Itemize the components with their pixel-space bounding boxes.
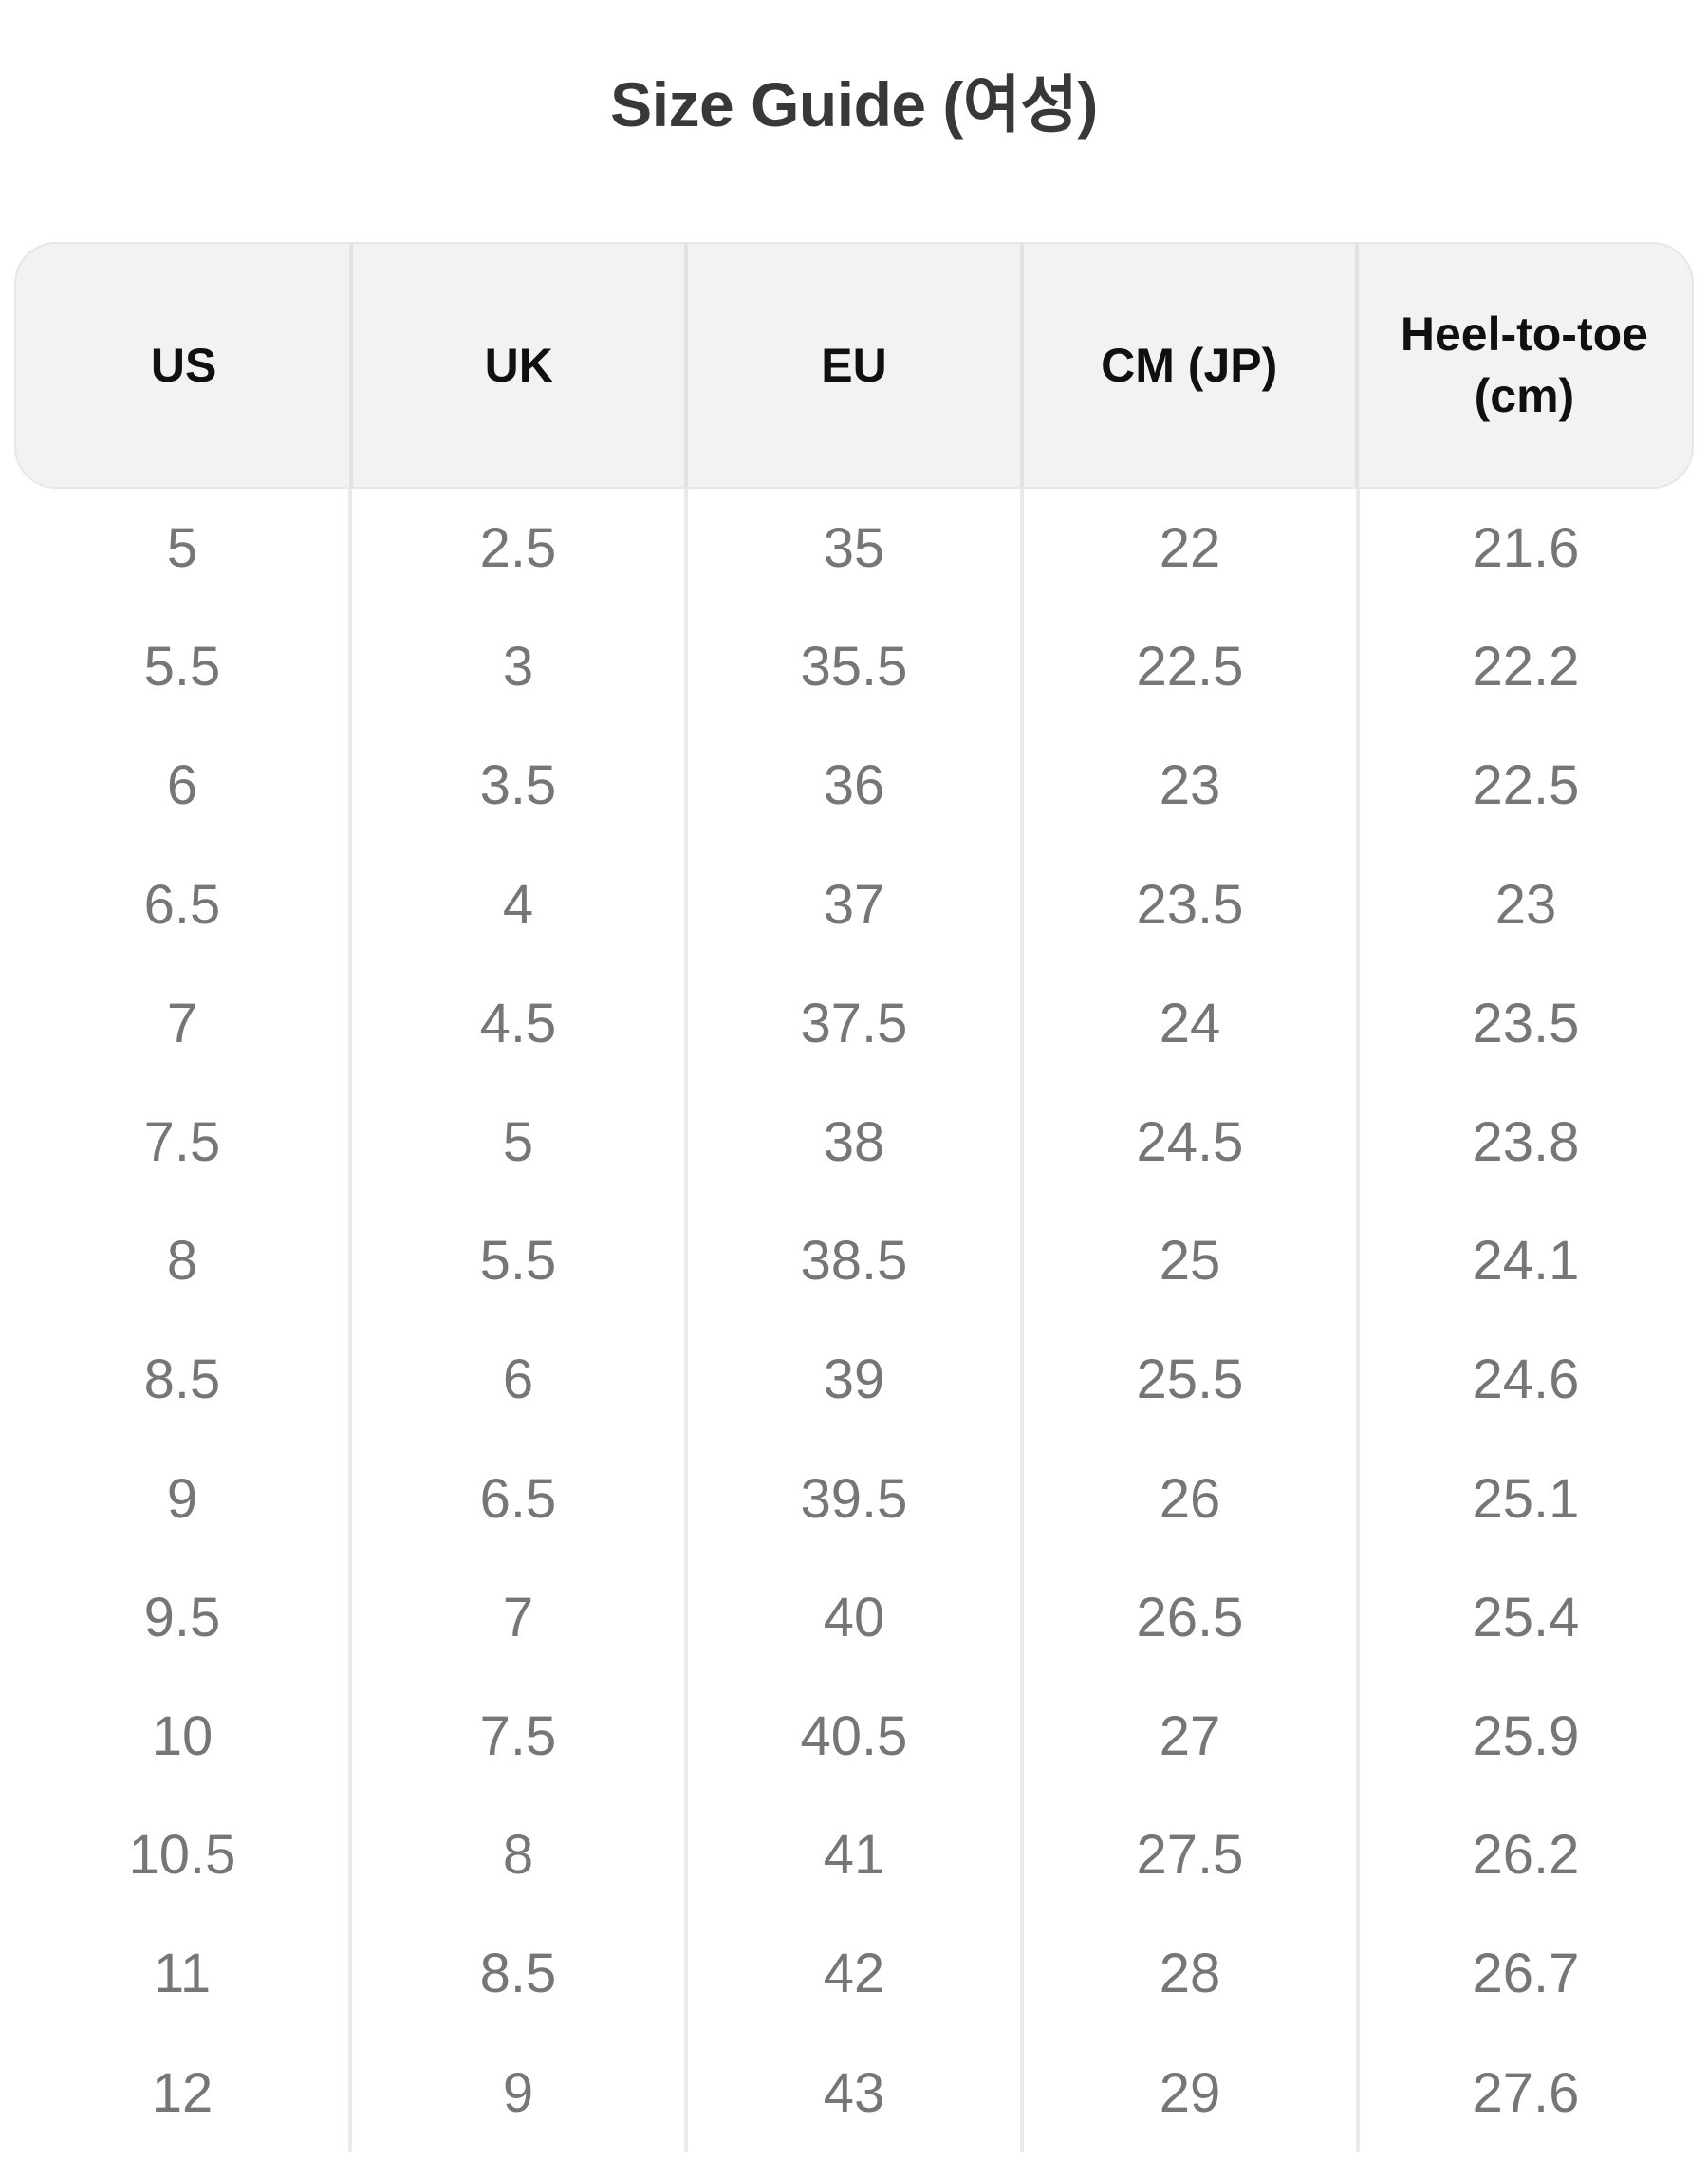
table-cell: 27.6 — [1472, 2061, 1580, 2124]
column-header: EU — [821, 338, 887, 392]
table-cell: 4.5 — [479, 992, 557, 1054]
column-divider — [348, 489, 352, 2152]
table-cell: 27 — [1159, 1704, 1221, 1767]
table-cell: 22.5 — [1472, 754, 1580, 817]
column-header: US — [150, 338, 217, 392]
table-cell: 38.5 — [800, 1230, 908, 1293]
column-header: UK — [484, 338, 553, 392]
column-divider — [1019, 244, 1024, 487]
table-cell: 24.1 — [1472, 1230, 1580, 1293]
column-divider — [684, 244, 689, 487]
table-cell: 24.6 — [1472, 1349, 1580, 1411]
table-cell: 7 — [502, 1586, 534, 1648]
table-cell: 40 — [823, 1586, 885, 1648]
column-divider — [1356, 489, 1360, 2152]
table-cell: 4 — [502, 873, 534, 936]
table-cell: 23.8 — [1472, 1111, 1580, 1174]
table-cell: 37.5 — [800, 992, 908, 1054]
table-cell: 9 — [166, 1467, 198, 1530]
column-divider — [684, 489, 688, 2152]
table-cell: 29 — [1159, 2061, 1221, 2124]
table-header-row: US UK EU CM (JP) Heel-to-toe (cm) — [14, 242, 1694, 489]
table-cell: 26.7 — [1472, 1943, 1580, 2005]
table-body: 5 2.5 35 22 21.6 5.5 3 35.5 22.5 22.2 6 3.5 36 23 22.5… — [14, 489, 1694, 2152]
table-cell: 3 — [502, 636, 534, 698]
table-cell: 8.5 — [143, 1349, 221, 1411]
table-cell: 25.9 — [1472, 1704, 1580, 1767]
table-cell: 24.5 — [1136, 1111, 1244, 1174]
table-cell: 24 — [1159, 992, 1221, 1054]
table-cell: 8 — [502, 1824, 534, 1887]
table-cell: 40.5 — [800, 1704, 908, 1767]
table-cell: 7.5 — [143, 1111, 221, 1174]
table-cell: 41 — [823, 1824, 885, 1887]
table-cell: 22 — [1159, 517, 1221, 580]
table-cell: 28 — [1159, 1943, 1221, 2005]
table-cell: 12 — [151, 2061, 214, 2124]
table-cell: 35 — [823, 517, 885, 580]
table-cell: 26.2 — [1472, 1824, 1580, 1887]
size-guide-table: US UK EU CM (JP) Heel-to-toe (cm) 5 2.5 35 22 21… — [14, 242, 1694, 2152]
table-cell: 25.4 — [1472, 1586, 1580, 1648]
table-cell: 23 — [1494, 873, 1557, 936]
table-cell: 5 — [166, 517, 198, 580]
table-cell: 5.5 — [143, 636, 221, 698]
table-cell: 10 — [151, 1704, 214, 1767]
table-cell: 27.5 — [1136, 1824, 1244, 1887]
table-cell: 35.5 — [800, 636, 908, 698]
table-cell: 37 — [823, 873, 885, 936]
table-cell: 39 — [823, 1349, 885, 1411]
column-divider — [349, 244, 354, 487]
table-cell: 25 — [1159, 1230, 1221, 1293]
table-cell: 26.5 — [1136, 1586, 1244, 1648]
table-cell: 43 — [823, 2061, 885, 2124]
table-cell: 3.5 — [479, 754, 557, 817]
table-cell: 5.5 — [479, 1230, 557, 1293]
table-cell: 38 — [823, 1111, 885, 1174]
column-header: CM (JP) — [1101, 338, 1278, 392]
table-cell: 2.5 — [479, 517, 557, 580]
table-cell: 11 — [153, 1943, 212, 2005]
table-cell: 6.5 — [479, 1467, 557, 1530]
table-cell: 23.5 — [1472, 992, 1580, 1054]
table-cell: 42 — [823, 1943, 885, 2005]
table-cell: 23.5 — [1136, 873, 1244, 936]
table-cell: 25.1 — [1472, 1467, 1580, 1530]
table-cell: 5 — [502, 1111, 534, 1174]
table-cell: 22.5 — [1136, 636, 1244, 698]
table-cell: 7.5 — [479, 1704, 557, 1767]
table-cell: 6 — [502, 1349, 534, 1411]
table-cell: 6 — [166, 754, 198, 817]
column-divider — [1020, 489, 1024, 2152]
table-cell: 7 — [166, 992, 198, 1054]
column-divider — [1354, 244, 1359, 487]
table-cell: 26 — [1159, 1467, 1221, 1530]
table-cell: 36 — [823, 754, 885, 817]
page-title: Size Guide (여성) — [610, 69, 1098, 140]
column-header: Heel-to-toe (cm) — [1400, 307, 1648, 422]
table-cell: 9 — [502, 2061, 534, 2124]
table-cell: 8.5 — [479, 1943, 557, 2005]
table-cell: 22.2 — [1472, 636, 1580, 698]
table-cell: 10.5 — [128, 1824, 236, 1887]
table-cell: 39.5 — [800, 1467, 908, 1530]
table-cell: 9.5 — [143, 1586, 221, 1648]
table-cell: 25.5 — [1136, 1349, 1244, 1411]
table-cell: 23 — [1159, 754, 1221, 817]
table-cell: 8 — [166, 1230, 198, 1293]
table-cell: 21.6 — [1472, 517, 1580, 580]
table-cell: 6.5 — [143, 873, 221, 936]
